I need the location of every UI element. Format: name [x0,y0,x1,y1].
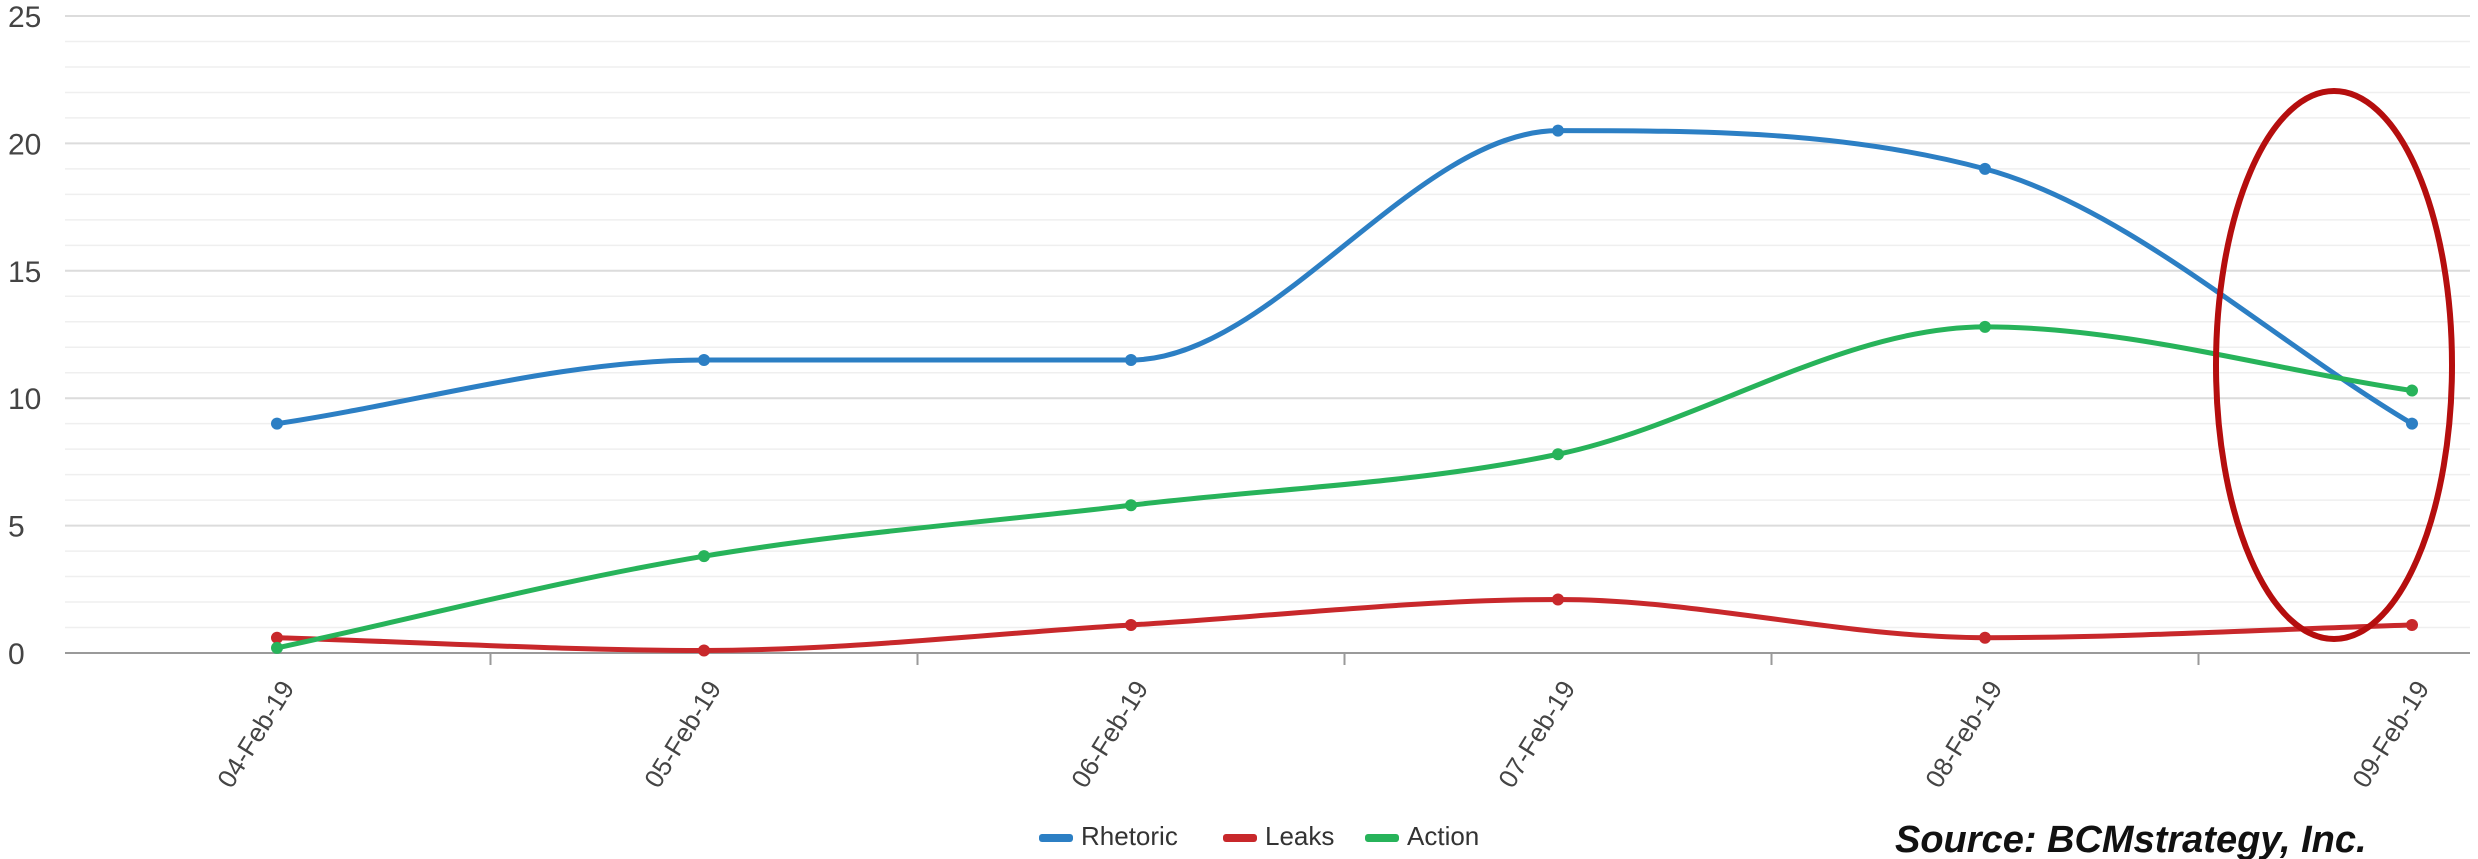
legend-swatch-leaks [1223,834,1257,842]
data-point-rhetoric [2406,417,2418,430]
series-line-action [274,324,2415,651]
data-point-rhetoric [1552,124,1564,137]
data-point-action [2406,384,2418,397]
x-axis-tick-labels: 04-Feb-19 05-Feb-19 06-Feb-19 07-Feb-19 08-F… [211,675,2435,793]
y-tick-label: 0 [8,638,25,671]
series-lines [274,128,2415,653]
x-axis [65,652,2470,665]
data-point-action [271,641,283,654]
x-tick-label: 07-Feb-19 [1492,675,1581,793]
data-point-action [1125,499,1137,512]
legend-swatch-rhetoric [1039,834,1073,842]
y-tick-label: 15 [8,256,41,289]
legend-label-action: Action [1407,821,1479,851]
data-point-rhetoric [1125,353,1137,366]
data-point-leaks [271,631,283,644]
series-line-rhetoric [274,128,2415,427]
source-note: Source: BCMstrategy, Inc. [1895,819,2367,859]
legend-label-leaks: Leaks [1265,821,1334,851]
y-tick-label: 20 [8,128,41,161]
y-tick-label: 5 [8,511,25,544]
legend: Rhetoric Leaks Action [1039,821,1479,851]
data-point-rhetoric [698,353,710,366]
x-tick-label: 09-Feb-19 [2346,675,2435,793]
grid-lines [65,15,2470,629]
series-points [271,124,2418,657]
legend-label-rhetoric: Rhetoric [1081,821,1178,851]
data-point-rhetoric [1979,162,1991,175]
x-tick-label: 05-Feb-19 [638,675,727,793]
data-point-action [698,550,710,563]
data-point-leaks [1552,593,1564,606]
x-tick-label: 08-Feb-19 [1919,675,2008,793]
y-tick-label: 25 [8,1,41,34]
data-point-leaks [698,644,710,657]
data-point-action [1552,448,1564,461]
x-tick-label: 04-Feb-19 [211,675,300,793]
data-point-rhetoric [271,417,283,430]
data-point-leaks [2406,618,2418,631]
highlight-ellipse [2213,88,2455,642]
y-tick-label: 10 [8,383,41,416]
legend-swatch-action [1365,834,1399,842]
data-point-action [1979,320,1991,333]
y-axis-tick-labels: 0 5 10 15 20 25 [8,1,41,671]
x-tick-label: 06-Feb-19 [1065,675,1154,793]
data-point-leaks [1979,631,1991,644]
data-point-leaks [1125,618,1137,631]
series-line-leaks [274,596,2415,653]
